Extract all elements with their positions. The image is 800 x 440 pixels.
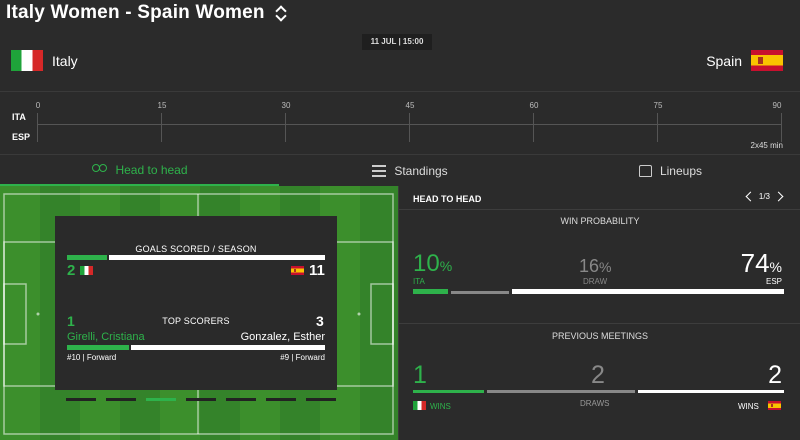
divider (399, 323, 800, 324)
top-scorers-title: TOP SCORERS (162, 316, 230, 326)
chevron-left-icon[interactable] (745, 191, 756, 202)
home-wins-label: WINS (430, 402, 451, 411)
home-win-bar (413, 289, 448, 294)
away-wins-bar (638, 390, 784, 393)
timeline-tick: 75 (653, 101, 663, 110)
timeline-tick: 90 (772, 101, 782, 110)
tab-label: Standings (394, 164, 448, 178)
previous-meetings-title: PREVIOUS MEETINGS (551, 331, 649, 341)
away-scorer-name: Gonzalez, Esther (240, 331, 325, 343)
table-icon (372, 165, 387, 177)
tab-bar: Head to head Standings Lineups (0, 154, 800, 187)
carousel-pager (66, 398, 336, 401)
timeline-tick: 60 (529, 101, 539, 110)
match-header: Italy Women - Spain Women 11 JUL | 15:00… (0, 0, 800, 90)
italy-flag-icon (11, 50, 43, 71)
timeline-home-label: ITA (12, 112, 26, 122)
pager-text: 1/3 (758, 192, 770, 201)
timeline-tick: 45 (405, 101, 415, 110)
italy-flag-icon (413, 401, 426, 410)
draw-label: DRAW (583, 277, 608, 286)
tab-head-to-head[interactable]: Head to head (0, 155, 279, 187)
draw-bar (451, 291, 509, 294)
away-team-name: Spain (706, 52, 742, 69)
chevron-right-icon[interactable] (773, 191, 784, 202)
timeline-tick: 15 (157, 101, 167, 110)
timeline-gridline (409, 113, 410, 142)
timeline-tick: 30 (281, 101, 291, 110)
draws-count: 2 (591, 361, 605, 389)
win-probability-title: WIN PROBABILITY (560, 216, 640, 226)
home-scorer-name: Girelli, Cristiana (67, 331, 145, 343)
away-wins-count: 2 (768, 361, 782, 389)
timeline-gridline (285, 113, 286, 142)
carousel-dot[interactable] (186, 398, 216, 401)
away-label: ESP (765, 277, 782, 286)
stats-card: GOALS SCORED / SEASON 2 11 1 TOP SCORERS… (55, 216, 337, 390)
home-label: ITA (413, 277, 425, 286)
match-datetime: 11 JUL | 15:00 (362, 34, 432, 50)
goals-scored-title: GOALS SCORED / SEASON (135, 244, 257, 254)
draws-label: DRAWS (580, 399, 610, 408)
away-goals: 11 (309, 262, 325, 279)
home-team: Italy (11, 50, 78, 71)
match-timeline: 0 15 30 45 60 75 90 ITA ESP 2x45 min (0, 91, 800, 153)
spain-flag-icon (291, 266, 304, 275)
away-win-pct: 74% (740, 248, 782, 278)
timeline-gridline (657, 113, 658, 142)
tab-label: Head to head (115, 162, 188, 177)
panel-title: HEAD TO HEAD (413, 194, 482, 204)
away-team: Spain (706, 50, 783, 71)
timeline-gridline (37, 113, 38, 142)
tab-standings[interactable]: Standings (279, 155, 541, 187)
draw-pct: 16% (579, 256, 612, 276)
away-wins-label: WINS (738, 402, 759, 411)
tab-lineups[interactable]: Lineups (541, 155, 800, 187)
divider (399, 209, 800, 210)
away-scorer-info: #9 | Forward (280, 353, 325, 362)
home-goals: 2 (67, 262, 76, 279)
panel-pager: 1/3 (745, 191, 784, 202)
spain-flag-icon (751, 50, 783, 71)
timeline-tick: 0 (35, 101, 41, 110)
away-scorer-goals: 3 (316, 313, 324, 329)
match-periods: 2x45 min (750, 141, 783, 150)
swap-chevron-icon[interactable] (275, 4, 287, 22)
timeline-gridline (533, 113, 534, 142)
timeline-gridline (781, 113, 782, 142)
timeline-gridline (161, 113, 162, 142)
tab-label: Lineups (659, 164, 703, 178)
carousel-dot-active[interactable] (146, 398, 176, 401)
italy-flag-icon (80, 266, 93, 275)
home-win-pct: 10% (413, 250, 453, 277)
carousel-dot[interactable] (266, 398, 296, 401)
carousel-dot[interactable] (306, 398, 336, 401)
home-goals-bar (67, 255, 107, 260)
timeline-away-label: ESP (12, 132, 31, 142)
away-scorer-bar (131, 345, 325, 350)
timeline-divider (37, 124, 782, 125)
shirt-icon (638, 165, 652, 177)
home-scorer-bar (67, 345, 129, 350)
draws-bar (487, 390, 635, 393)
match-title[interactable]: Italy Women - Spain Women (6, 2, 287, 24)
head-to-head-panel: HEAD TO HEAD 1/3 WIN PROBABILITY 10% 16%… (398, 186, 800, 440)
home-team-name: Italy (52, 52, 78, 69)
away-win-bar (512, 289, 784, 294)
home-wins-count: 1 (413, 361, 427, 389)
away-goals-bar (109, 255, 325, 260)
carousel-dot[interactable] (66, 398, 96, 401)
home-scorer-info: #10 | Forward (67, 353, 117, 362)
match-title-text: Italy Women - Spain Women (6, 2, 265, 23)
home-scorer-goals: 1 (67, 313, 75, 329)
carousel-dot[interactable] (106, 398, 136, 401)
spain-flag-icon (768, 401, 781, 410)
home-wins-bar (413, 390, 484, 393)
carousel-dot[interactable] (226, 398, 256, 401)
people-icon (91, 164, 108, 175)
